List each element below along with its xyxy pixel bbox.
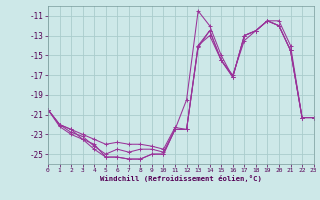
X-axis label: Windchill (Refroidissement éolien,°C): Windchill (Refroidissement éolien,°C)	[100, 175, 262, 182]
